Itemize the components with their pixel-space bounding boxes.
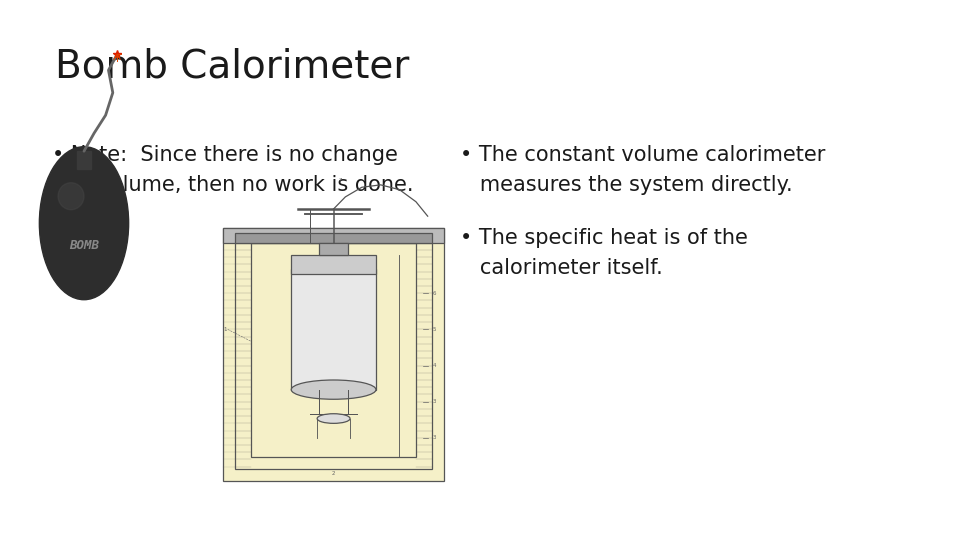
Bar	[320, 242, 348, 255]
Text: 1: 1	[223, 327, 227, 332]
Bar	[235, 238, 432, 469]
Text: BOMB: BOMB	[69, 239, 99, 252]
Text: 3: 3	[432, 435, 436, 440]
Bar	[291, 255, 376, 274]
Text: Bomb Calorimeter: Bomb Calorimeter	[55, 48, 409, 86]
Text: calorimeter itself.: calorimeter itself.	[460, 258, 662, 278]
Bar	[223, 228, 444, 242]
Text: 7: 7	[338, 178, 342, 183]
Text: 5: 5	[432, 327, 436, 332]
Text: • The constant volume calorimeter: • The constant volume calorimeter	[460, 145, 826, 165]
Bar	[223, 228, 444, 481]
Ellipse shape	[39, 147, 129, 300]
Text: in volume, then no work is done.: in volume, then no work is done.	[52, 175, 414, 195]
Bar	[291, 269, 376, 390]
Text: 2: 2	[332, 471, 335, 476]
Text: • Note:  Since there is no change: • Note: Since there is no change	[52, 145, 397, 165]
Bar	[252, 242, 416, 457]
Text: • The specific heat is of the: • The specific heat is of the	[460, 228, 748, 248]
Text: measures the system directly.: measures the system directly.	[460, 175, 793, 195]
Bar	[235, 233, 432, 242]
Text: 3: 3	[432, 399, 436, 404]
Bar	[77, 151, 91, 169]
Ellipse shape	[291, 380, 376, 399]
Ellipse shape	[317, 414, 350, 423]
Ellipse shape	[58, 183, 84, 210]
Text: 6: 6	[432, 291, 436, 296]
Text: 4: 4	[432, 363, 436, 368]
